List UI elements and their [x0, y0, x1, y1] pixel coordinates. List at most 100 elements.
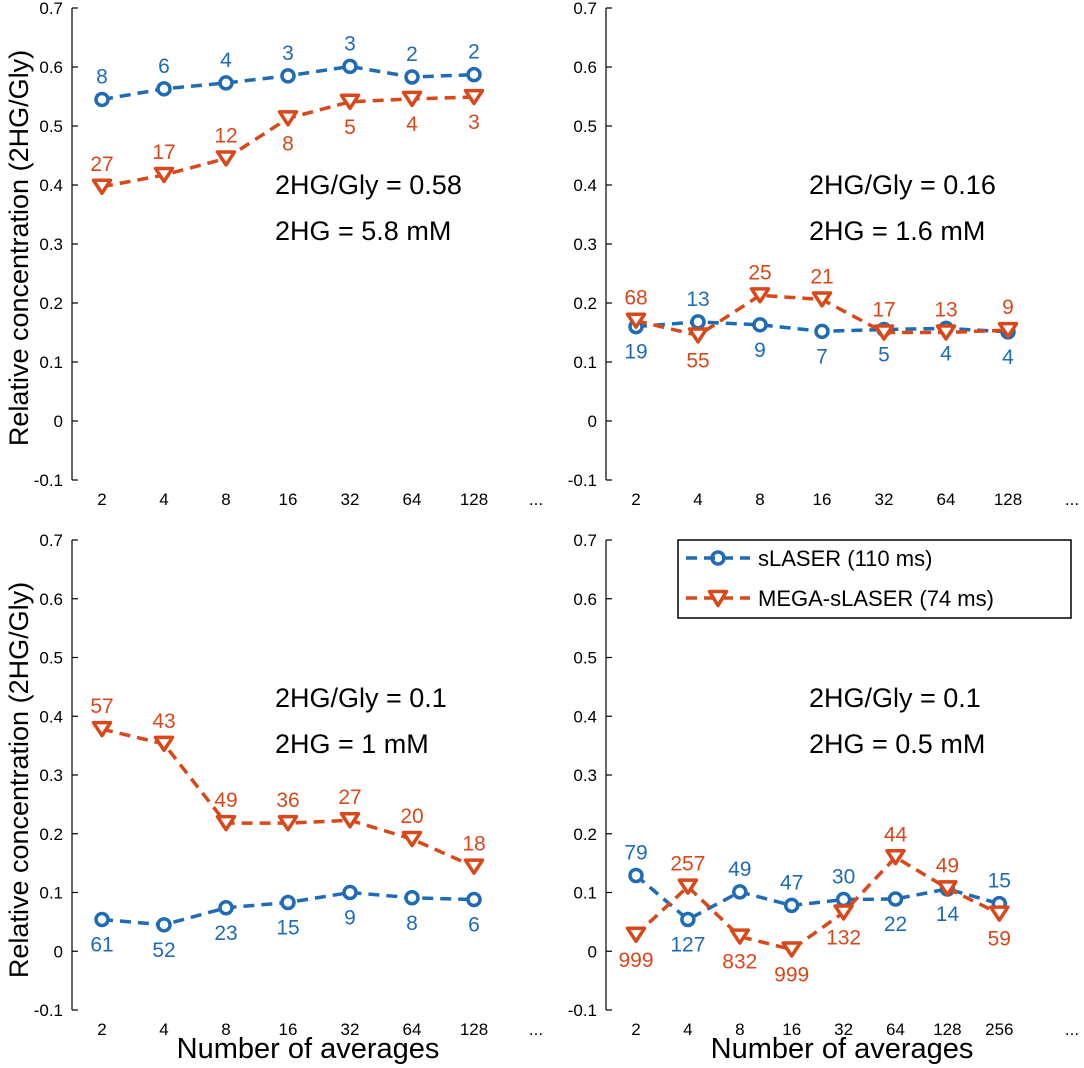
data-point-slaser: [814, 323, 830, 340]
panel-annotation-line: 2HG/Gly = 0.16: [809, 170, 996, 200]
data-label-slaser: 2: [468, 41, 480, 64]
data-label-mega-slaser: 13: [934, 299, 957, 322]
y-tick-label: 0.1: [573, 353, 597, 372]
data-label-mega-slaser: 36: [276, 789, 299, 812]
data-label-slaser: 52: [152, 939, 175, 962]
y-tick-label: 0.3: [573, 235, 597, 254]
y-tick-label: 0.2: [39, 825, 63, 844]
data-point-slaser: [218, 75, 234, 91]
data-label-mega-slaser: 55: [686, 349, 709, 372]
data-point-slaser: [404, 69, 420, 85]
legend-label-mega-slaser: MEGA-sLASER (74 ms): [758, 586, 994, 611]
x-tick-label: 4: [159, 1020, 168, 1039]
x-tick-label: 8: [221, 490, 230, 509]
x-tick-label: 2: [97, 1020, 106, 1039]
y-tick-label: 0.5: [39, 649, 63, 668]
panel-annotation-line: 2HG = 5.8 mM: [275, 216, 451, 246]
x-tick-label: 256: [985, 1020, 1013, 1039]
data-point-mega-slaser: [687, 327, 709, 344]
data-label-slaser: 61: [90, 934, 113, 957]
y-tick-label: 0.4: [573, 707, 597, 726]
data-point-mega-slaser: [91, 178, 113, 196]
data-point-mega-slaser: [937, 880, 958, 897]
data-point-mega-slaser: [215, 150, 237, 167]
x-tick-label: 2: [631, 490, 640, 509]
y-tick-label: 0.1: [573, 884, 597, 903]
x-tick-label: 128: [460, 490, 488, 509]
data-label-mega-slaser: 68: [624, 287, 647, 310]
data-label-slaser: 7: [816, 345, 828, 368]
data-label-mega-slaser: 18: [462, 833, 485, 856]
data-point-slaser: [94, 911, 110, 928]
data-label-slaser: 4: [1002, 346, 1014, 369]
y-tick-label: 0.7: [39, 0, 63, 18]
data-label-slaser: 22: [884, 913, 907, 936]
data-point-mega-slaser: [729, 928, 751, 945]
legend-marker-mega-slaser: [707, 589, 729, 608]
data-label-mega-slaser: 25: [748, 261, 771, 284]
data-point-mega-slaser: [997, 321, 1019, 339]
data-point-mega-slaser: [277, 110, 299, 127]
data-label-mega-slaser: 20: [400, 805, 423, 828]
data-point-mega-slaser: [625, 926, 647, 944]
data-label-mega-slaser: 59: [988, 928, 1011, 951]
data-label-mega-slaser: 17: [872, 299, 895, 322]
data-point-mega-slaser: [677, 878, 699, 895]
panel-annotation-line: 2HG = 0.5 mM: [809, 729, 985, 759]
data-label-slaser: 15: [988, 870, 1011, 893]
x-tick-label: 64: [403, 1020, 422, 1039]
y-axis-title-bottom: Relative concentration (2HG/Gly): [4, 582, 34, 978]
data-point-mega-slaser: [339, 93, 361, 111]
data-label-slaser: 5: [878, 344, 890, 367]
data-label-slaser: 127: [670, 934, 705, 957]
y-tick-label: 0.2: [573, 294, 597, 313]
y-tick-label: -0.1: [568, 471, 597, 490]
y-tick-label: 0.5: [573, 649, 597, 668]
x-tick-label: 128: [994, 490, 1022, 509]
data-label-mega-slaser: 49: [936, 854, 959, 877]
data-label-mega-slaser: 8: [282, 132, 294, 155]
panel-annotation-line: 2HG/Gly = 0.1: [275, 683, 447, 713]
data-point-slaser: [466, 891, 482, 908]
y-tick-label: 0.1: [39, 353, 63, 372]
x-tick-ellipsis: ...: [1065, 1020, 1079, 1039]
data-point-slaser: [466, 66, 482, 83]
data-label-slaser: 6: [158, 55, 170, 78]
panel-annotation-line: 2HG = 1.6 mM: [809, 216, 985, 246]
y-tick-label: 0.6: [39, 58, 63, 77]
data-label-slaser: 4: [220, 49, 232, 72]
y-tick-label: 0.5: [573, 117, 597, 136]
y-tick-label: 0: [588, 942, 597, 961]
data-label-slaser: 23: [214, 922, 237, 945]
y-tick-label: -0.1: [34, 1001, 63, 1020]
data-point-mega-slaser: [215, 814, 237, 832]
x-tick-label: 64: [886, 1020, 905, 1039]
y-tick-label: 0: [588, 412, 597, 431]
data-label-slaser: 9: [344, 907, 356, 930]
data-label-mega-slaser: 3: [468, 111, 480, 134]
x-tick-label: 32: [341, 490, 360, 509]
x-tick-label: 64: [403, 490, 422, 509]
data-point-mega-slaser: [885, 849, 906, 866]
x-tick-label: 4: [683, 1020, 692, 1039]
data-label-mega-slaser: 9: [1002, 296, 1014, 319]
legend-label-slaser: sLASER (110 ms): [758, 546, 932, 571]
x-tick-label: 128: [933, 1020, 961, 1039]
data-point-slaser: [156, 81, 172, 97]
y-tick-label: 0.4: [39, 176, 63, 195]
data-label-mega-slaser: 43: [152, 710, 175, 733]
data-label-mega-slaser: 44: [884, 823, 908, 846]
data-point-slaser: [690, 314, 706, 330]
y-tick-label: 0.6: [573, 590, 597, 609]
data-label-mega-slaser: 27: [90, 153, 113, 176]
data-point-mega-slaser: [91, 720, 113, 738]
chart-panel-top-right: -0.1 0 0.1 0.2 0.3 0.4 0.5 0.6 0.7 2 4 8 16 32 64 128..…: [568, 0, 1079, 509]
data-point-slaser: [680, 911, 696, 928]
y-tick-label: 0: [54, 412, 63, 431]
chart-panel-bottom-left: -0.1 0 0.1 0.2 0.3 0.4 0.5 0.6 0.7 2 4 8 16 32 64 128..…: [34, 531, 543, 1039]
series-line-slaser: [634, 874, 1000, 922]
x-axis-title-left: Number of averages: [177, 1033, 440, 1065]
data-point-mega-slaser: [749, 287, 771, 304]
x-tick-label: 32: [834, 1020, 853, 1039]
x-tick-label: 16: [279, 490, 298, 509]
